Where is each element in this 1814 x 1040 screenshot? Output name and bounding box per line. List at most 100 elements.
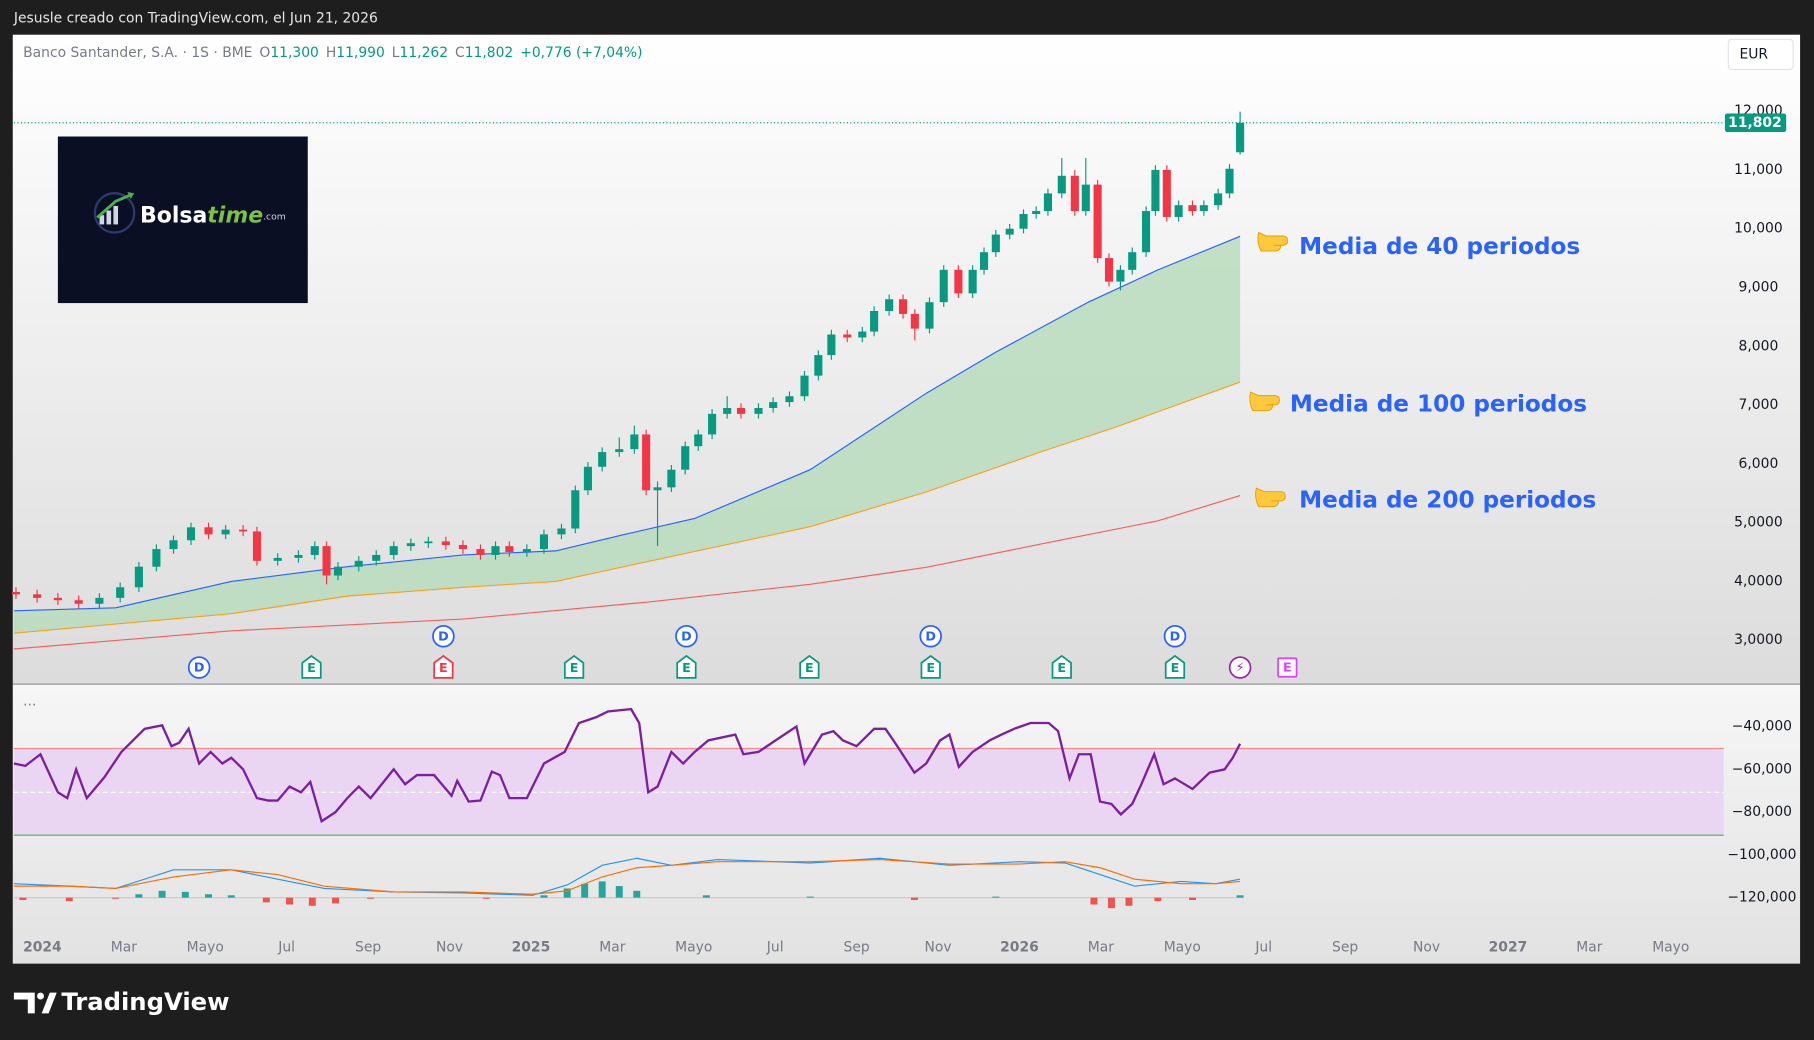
logo-icon [93,192,136,234]
ohlc-value: 11,262 [400,45,449,61]
x-tick-label: Mayo [187,939,224,955]
logo-brand: Bolsa [140,203,207,228]
candle-body [310,546,319,555]
event-label: E [1171,660,1180,675]
histogram-bar [615,886,623,898]
change: +0,776 (+7,04%) [520,45,642,61]
candle-body [954,269,963,294]
event-marker [563,654,585,679]
candle-body [736,407,746,414]
event-marker [1051,654,1072,679]
histogram-bar [367,897,375,899]
candle-body [539,534,549,550]
candle-body [1188,205,1197,212]
y-tick-label: −80,000 [1732,804,1792,820]
ohlc-key: H [326,45,336,61]
logo-accent: time [207,203,263,228]
x-tick-label: 2027 [1489,939,1528,955]
event-marker [919,624,942,648]
candle-body [723,407,732,414]
y-tick-label: −100,000 [1727,847,1796,863]
event-marker [1164,654,1186,679]
event-label: E [570,660,579,675]
x-tick-label: Jul [277,939,295,955]
candle-body [441,541,450,545]
footer-brand: TradingView [61,987,229,1016]
histogram-bar [308,897,316,906]
candle-body [74,600,83,604]
candle-body [681,446,690,470]
candle-body [1199,205,1208,212]
histogram-bar [581,883,589,898]
candle-body [354,560,363,567]
event-marker [301,654,322,679]
candle-body [1104,258,1114,282]
annotation: Media de 100 periodos [1290,391,1587,417]
candle-body [667,469,676,488]
candle-body [505,546,514,553]
candle-body [870,310,879,332]
histogram-bar [1125,897,1133,906]
ohlc-value: 11,990 [336,45,385,61]
pointing-hand [1249,391,1280,412]
histogram-bar [540,895,548,898]
y-tick-label: 3,0000 [1734,632,1783,648]
currency-button[interactable] [1727,38,1794,70]
candle-body [1005,228,1014,235]
candle-body [785,396,794,403]
candle-body [979,252,989,270]
currency[interactable]: EUR [1740,46,1769,62]
candle-body [708,413,717,435]
histogram-bar [205,894,212,898]
histogram-bar [563,888,571,898]
candle-body [843,334,852,338]
legend: Banco Santander, S.A. · 1S · BME O11,300 H… [23,45,642,61]
y-tick-label: 11,000 [1734,162,1783,178]
x-tick-label: Mayo [1652,939,1689,955]
annotation: Media de 40 periodos [1299,234,1580,260]
event-label: D [925,628,936,643]
event-label: ⚡ [1236,660,1245,675]
candle-body [1116,269,1125,282]
event-label: D [681,628,692,643]
candle-body [1043,193,1052,212]
y-tick-label: 7,000 [1739,397,1779,413]
candle-body [653,487,662,491]
candle-body [204,527,213,535]
y-tick-label: −60,000 [1732,761,1792,777]
event-marker [187,656,211,679]
histogram-bar [598,881,606,898]
x-tick-label: Mar [111,939,137,955]
x-tick-label: Mar [599,939,625,955]
ohlc-value: 11,300 [270,45,319,61]
x-tick-label: Mar [1088,939,1114,955]
candle-body [557,528,566,535]
histogram-bar [633,890,641,898]
histogram-bar [1188,897,1196,901]
candle-body [968,269,977,294]
candle-body [1225,168,1234,194]
pointing-hand [1257,231,1289,252]
candle-body [389,546,398,555]
event-label: E [926,660,935,675]
indicator-menu: ··· [23,698,36,714]
histogram-bar [332,897,339,904]
candle-body [322,546,331,576]
candle-body [754,407,763,414]
event-label: D [194,660,205,675]
y-tick-label: −120,000 [1727,890,1796,906]
symbol: Banco Santander, S.A. · 1S · BME [23,45,252,61]
indicator-line [13,707,1242,824]
candle-body [642,434,651,491]
y-tick-label: 10,000 [1734,221,1783,237]
pointing-hand [1255,487,1286,508]
candle-body [1151,169,1160,212]
candle-body [1214,193,1223,206]
candle-body [910,313,919,329]
histogram-bar [806,896,814,898]
event-marker [1277,657,1298,678]
x-tick-label: Mayo [675,939,712,955]
histogram-bar [482,897,490,899]
candle-body [1070,175,1079,212]
